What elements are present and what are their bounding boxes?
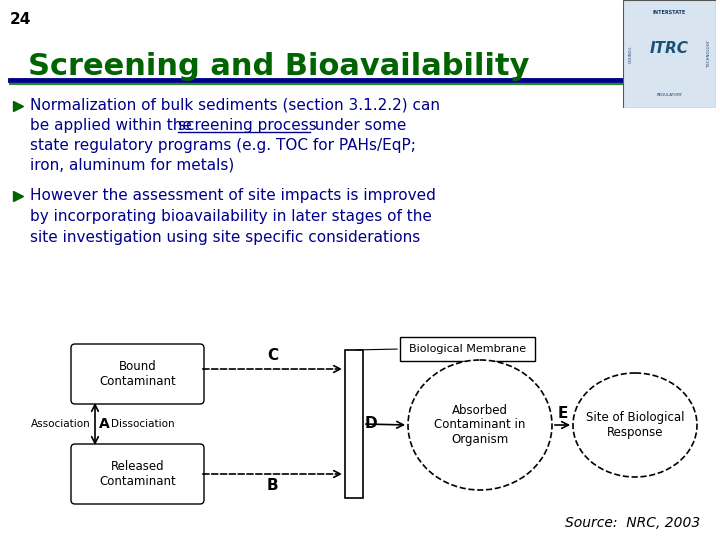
Text: state regulatory programs (e.g. TOC for PAHs/EqP;: state regulatory programs (e.g. TOC for … (30, 138, 416, 153)
Text: However the assessment of site impacts is improved
by incorporating bioavailabil: However the assessment of site impacts i… (30, 188, 436, 245)
Text: be applied within the: be applied within the (30, 118, 197, 133)
Text: ITRC: ITRC (650, 41, 689, 56)
FancyBboxPatch shape (623, 0, 716, 108)
Text: Source:  NRC, 2003: Source: NRC, 2003 (564, 516, 700, 530)
Text: under some: under some (310, 118, 406, 133)
Text: INTERSTATE: INTERSTATE (653, 10, 686, 16)
Text: REGULATORY: REGULATORY (657, 93, 683, 97)
Bar (400, 337, 535, 361)
Ellipse shape (573, 373, 697, 477)
Text: Site of Biological
Response: Site of Biological Response (586, 411, 684, 439)
Text: Biological Membrane: Biological Membrane (409, 344, 526, 354)
Bar (345, 350, 363, 498)
Text: Screening and Bioavailability: Screening and Bioavailability (28, 52, 529, 81)
FancyBboxPatch shape (71, 344, 204, 404)
Text: Absorbed
Contaminant in
Organism: Absorbed Contaminant in Organism (434, 403, 526, 447)
Ellipse shape (408, 360, 552, 490)
Text: A: A (99, 417, 109, 431)
Text: C: C (267, 348, 278, 362)
Text: Dissociation: Dissociation (111, 419, 175, 429)
Text: D: D (365, 416, 377, 431)
Text: TECHNOLOGY: TECHNOLOGY (707, 40, 711, 68)
FancyBboxPatch shape (71, 444, 204, 504)
Text: screening process: screening process (178, 118, 317, 133)
Text: COUNCIL: COUNCIL (629, 45, 632, 63)
Text: Released
Contaminant: Released Contaminant (99, 460, 176, 488)
Text: Bound
Contaminant: Bound Contaminant (99, 360, 176, 388)
Text: E: E (557, 406, 567, 421)
Text: B: B (266, 478, 279, 494)
Text: Normalization of bulk sediments (section 3.1.2.2) can: Normalization of bulk sediments (section… (30, 98, 440, 113)
Text: iron, aluminum for metals): iron, aluminum for metals) (30, 158, 234, 173)
Text: Association: Association (31, 419, 91, 429)
Text: 24: 24 (10, 12, 32, 27)
